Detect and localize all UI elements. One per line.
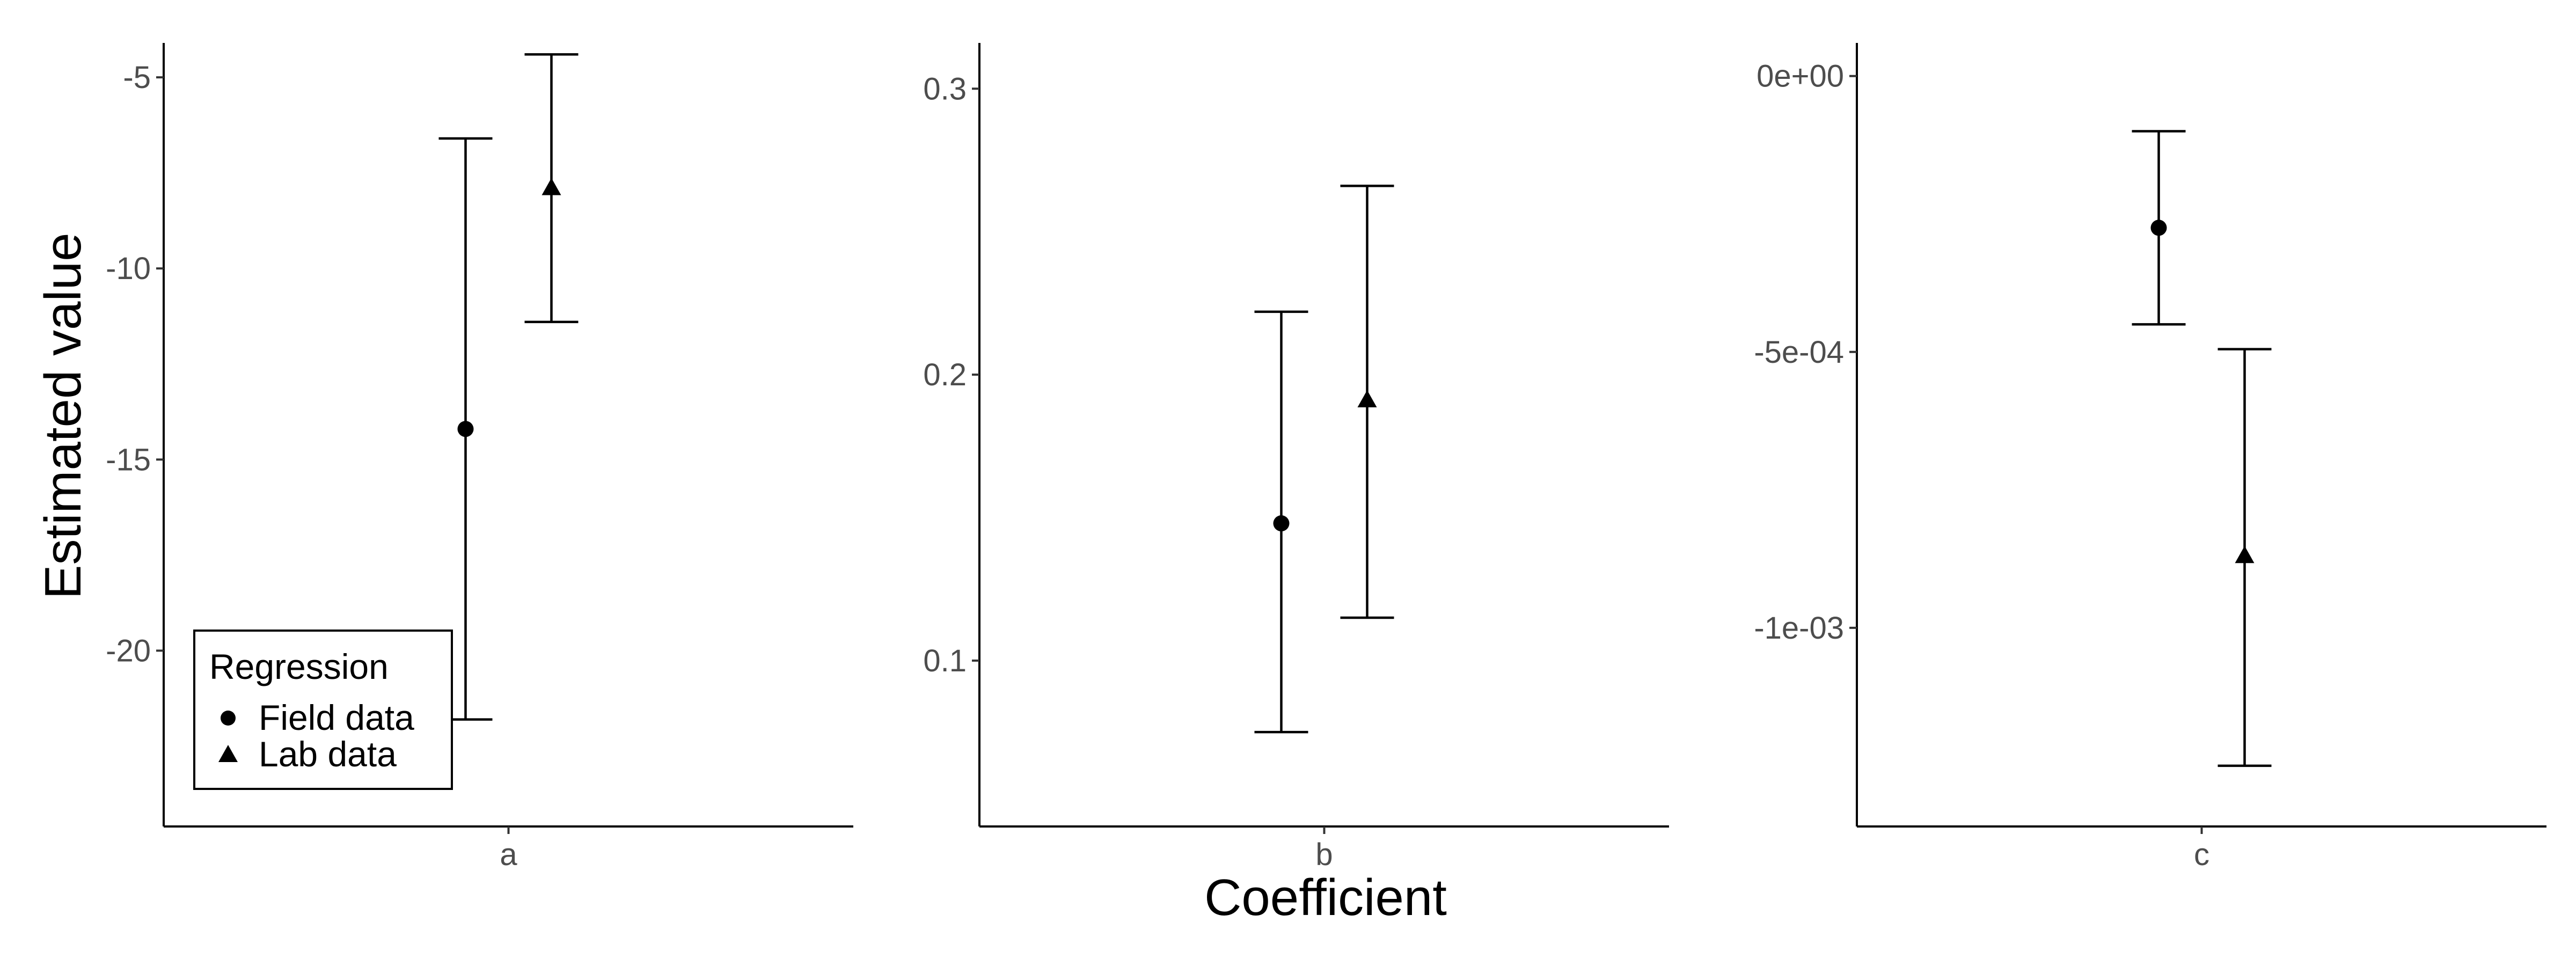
y-tick-label-b-2: 0.1 — [923, 643, 967, 678]
y-tick-label-c-0: 0e+00 — [1757, 59, 1844, 94]
point-b-lab-data — [1357, 390, 1377, 408]
panel-a: -5 -10 -15 -20 a — [106, 43, 853, 872]
y-axis-title: Estimated value — [34, 232, 92, 599]
x-tick-label-b: b — [1315, 837, 1333, 872]
point-a-field-data — [457, 421, 474, 437]
panel-b: 0.3 0.2 0.1 b — [923, 43, 1669, 872]
legend-title: Regression — [209, 647, 389, 686]
y-tick-label-b-1: 0.2 — [923, 357, 967, 392]
y-tick-label-c-1: -5e-04 — [1754, 335, 1844, 370]
legend: Regression Field data Lab data — [193, 630, 453, 790]
y-tick-label-a-3: -20 — [106, 633, 151, 668]
legend-circle-marker — [221, 711, 236, 726]
legend-box — [193, 630, 453, 790]
point-c-field-data — [2150, 219, 2167, 236]
legend-triangle-marker — [218, 745, 238, 762]
legend-label-lab-data: Lab data — [259, 734, 397, 774]
x-axis-title: Coefficient — [1204, 869, 1447, 926]
point-a-lab-data — [541, 178, 561, 195]
legend-label-field-data: Field data — [259, 698, 414, 737]
panels-group: -5 -10 -15 -20 a 0.3 0.2 0.1 b 0e+00 -5e-04 -1e-03 c — [106, 43, 2546, 872]
y-tick-label-a-1: -10 — [106, 251, 151, 286]
y-tick-label-b-0: 0.3 — [923, 71, 967, 106]
point-c-lab-data — [2235, 546, 2255, 564]
y-tick-label-a-2: -15 — [106, 442, 151, 477]
y-tick-label-c-2: -1e-03 — [1754, 611, 1844, 646]
panel-c: 0e+00 -5e-04 -1e-03 c — [1754, 43, 2546, 872]
point-b-field-data — [1273, 515, 1290, 532]
x-tick-label-a: a — [500, 837, 517, 872]
x-tick-label-c: c — [2194, 837, 2209, 872]
y-tick-label-a-0: -5 — [123, 60, 151, 95]
